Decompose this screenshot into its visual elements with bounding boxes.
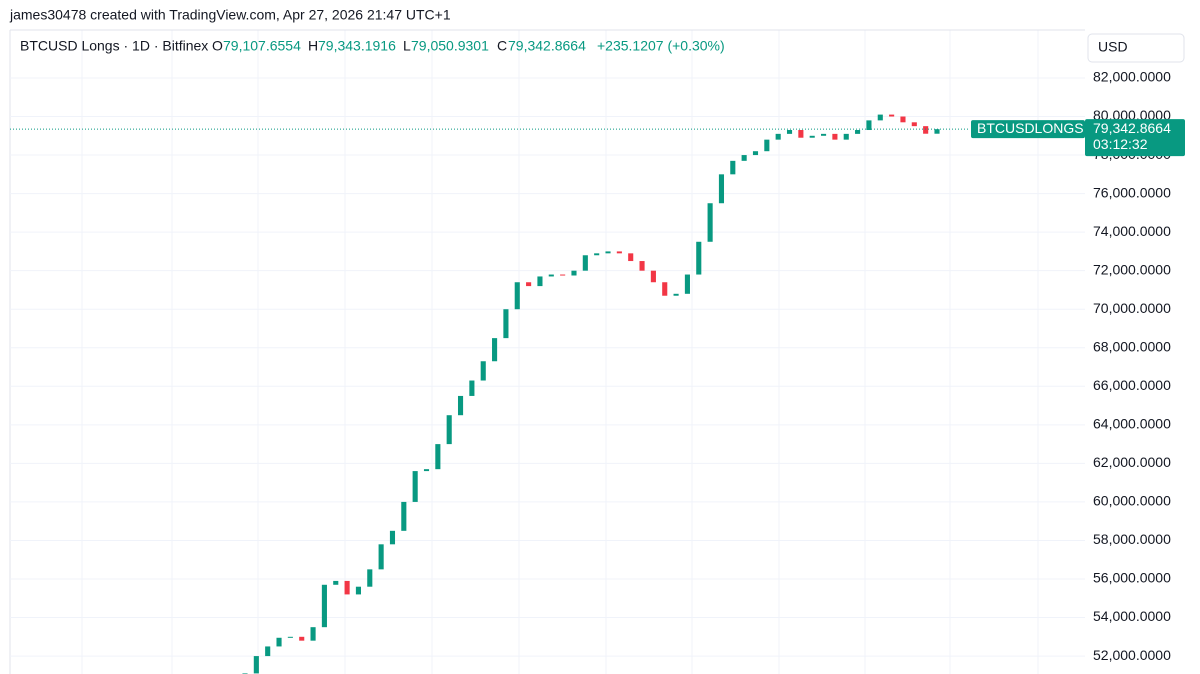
candle	[832, 133, 838, 140]
candle	[628, 253, 634, 262]
candle	[367, 569, 373, 587]
candle	[696, 241, 702, 275]
legend-open: 79,107.6554	[223, 38, 301, 54]
candle	[889, 114, 895, 117]
candle	[662, 282, 668, 296]
legend-h: H	[308, 38, 318, 54]
y-tick-label: 82,000.0000	[1093, 69, 1171, 85]
candle	[333, 580, 339, 585]
y-tick-label: 56,000.0000	[1093, 570, 1171, 586]
candle	[537, 276, 543, 287]
candle	[582, 255, 588, 271]
candle	[707, 203, 713, 242]
legend-c: C	[497, 38, 507, 54]
y-tick-label: 52,000.0000	[1093, 647, 1171, 663]
y-tick-label: 66,000.0000	[1093, 377, 1171, 393]
time-grid	[81, 30, 1039, 674]
candle	[684, 274, 690, 294]
symbol-tag-label: BTCUSDLONGS	[977, 120, 1084, 136]
candle	[378, 544, 384, 570]
legend-high: 79,343.1916	[318, 38, 396, 54]
candle	[389, 530, 396, 545]
candle	[650, 270, 656, 283]
currency-button[interactable]	[1087, 33, 1185, 63]
y-tick-label: 60,000.0000	[1093, 493, 1171, 509]
countdown-label: 03:12:32	[1093, 136, 1148, 152]
legend-l: L	[403, 38, 411, 54]
candle	[446, 415, 452, 445]
candle	[435, 444, 441, 470]
candle	[548, 274, 554, 277]
y-tick-label: 68,000.0000	[1093, 338, 1171, 354]
candle	[299, 636, 305, 641]
symbol-title: BTCUSD Longs · 1D · Bitfinex	[20, 38, 208, 54]
candle	[287, 636, 293, 638]
candle	[798, 130, 804, 138]
candle	[718, 174, 725, 204]
price-tag-label: 79,342.8664	[1093, 120, 1171, 136]
candle	[752, 151, 759, 156]
legend-low: 79,050.9301	[411, 38, 489, 54]
candle	[741, 155, 747, 161]
candle	[355, 586, 361, 595]
candle	[571, 270, 577, 276]
candle	[821, 133, 827, 136]
candle	[934, 129, 940, 134]
candle	[492, 338, 498, 362]
y-tick-label: 54,000.0000	[1093, 608, 1171, 624]
legend-change: +235.1207 (+0.30%)	[597, 38, 725, 54]
candle	[616, 251, 622, 254]
candle	[480, 361, 486, 381]
candle	[503, 309, 509, 339]
legend-o: O	[212, 38, 223, 54]
y-tick-label: 76,000.0000	[1093, 184, 1171, 200]
candle	[423, 469, 430, 472]
candle	[310, 627, 316, 641]
candle	[514, 282, 520, 310]
candle	[276, 637, 282, 647]
candle	[911, 122, 917, 127]
watermark: james30478 created with TradingView.com,…	[9, 7, 451, 23]
candle	[877, 114, 883, 121]
candle	[605, 251, 611, 254]
candle	[673, 293, 679, 296]
candle	[253, 656, 259, 674]
candle	[730, 160, 736, 175]
candle	[594, 253, 600, 256]
candle	[412, 471, 418, 502]
candle	[866, 120, 872, 131]
candle	[764, 139, 770, 152]
candle	[469, 380, 475, 396]
y-tick-label: 58,000.0000	[1093, 531, 1171, 547]
candle	[786, 130, 793, 134]
candle	[923, 126, 929, 134]
symbol-tag	[971, 120, 1085, 139]
currency-label[interactable]: USD	[1098, 39, 1128, 55]
candle	[843, 133, 849, 140]
y-tick-label: 62,000.0000	[1093, 454, 1171, 470]
price-tag	[1085, 119, 1185, 157]
candle	[321, 584, 327, 628]
y-tick-label: 64,000.0000	[1093, 416, 1171, 432]
y-tick-label: 70,000.0000	[1093, 300, 1171, 316]
candle	[457, 395, 464, 416]
candle	[809, 135, 815, 138]
candle	[855, 130, 861, 134]
candle	[526, 282, 532, 287]
candle	[775, 133, 781, 140]
candle	[639, 261, 645, 271]
y-tick-label: 72,000.0000	[1093, 261, 1171, 277]
candle	[344, 580, 350, 595]
legend-close: 79,342.8664	[508, 38, 586, 54]
candle	[900, 116, 906, 123]
candle	[560, 274, 566, 276]
y-tick-label: 74,000.0000	[1093, 223, 1171, 239]
candle	[265, 646, 271, 657]
legend: BTCUSD Longs · 1D · Bitfinex O 79,107.65…	[20, 38, 725, 54]
candle	[401, 501, 407, 531]
